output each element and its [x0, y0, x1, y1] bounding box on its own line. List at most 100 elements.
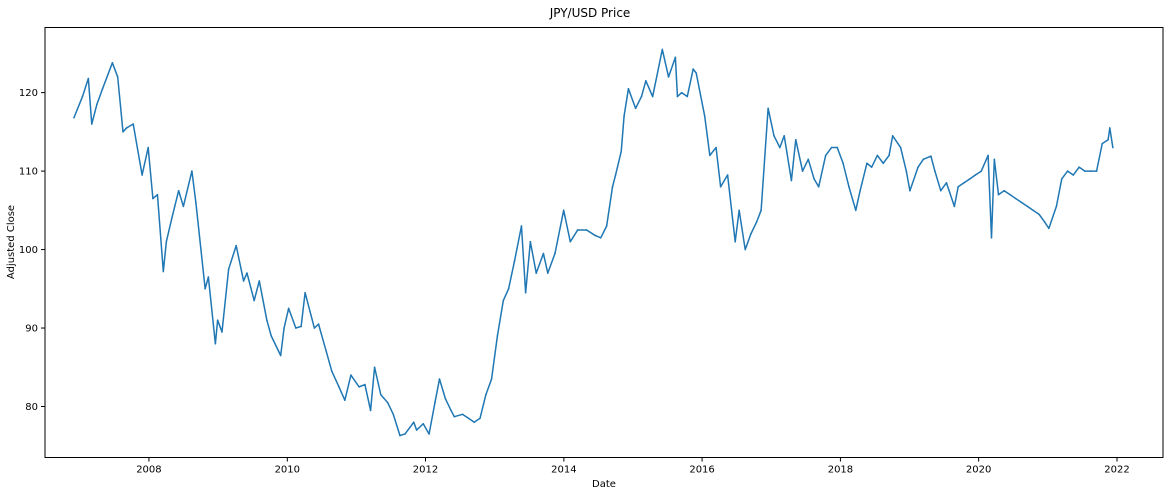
x-tick-label: 2020: [966, 465, 991, 476]
data-point: [279, 354, 282, 357]
data-point: [283, 327, 285, 329]
data-point: [870, 166, 873, 168]
data-point: [221, 331, 223, 333]
data-point: [760, 209, 762, 212]
data-point: [116, 76, 119, 78]
data-point: [216, 319, 219, 321]
data-point: [1038, 213, 1040, 216]
data-point: [162, 270, 165, 273]
data-point: [182, 205, 185, 208]
data-point: [790, 179, 793, 182]
data-point: [152, 197, 154, 200]
data-point: [96, 103, 98, 106]
data-point: [300, 325, 302, 328]
data-point: [1078, 166, 1080, 168]
data-point: [171, 217, 173, 219]
data-point: [891, 134, 894, 137]
data-point: [750, 233, 752, 235]
y-axis-label: Adjusted Close: [6, 205, 17, 279]
data-point: [1107, 138, 1109, 141]
data-point: [866, 162, 868, 165]
plot-area: [73, 48, 1114, 437]
data-point: [122, 131, 124, 133]
data-point: [270, 335, 273, 337]
data-point: [695, 72, 697, 74]
data-point: [1101, 142, 1104, 145]
data-point: [715, 146, 717, 149]
data-point: [227, 268, 230, 270]
data-point: [535, 272, 538, 274]
data-point: [719, 185, 722, 188]
data-point: [444, 397, 447, 400]
y-tick-label: 100: [19, 245, 38, 256]
data-point: [661, 48, 664, 51]
data-point: [473, 421, 476, 423]
data-point: [325, 350, 328, 353]
x-axis: 2008 2010 2012 2014 2016 2018 2020 2022: [136, 457, 1130, 476]
data-point: [304, 291, 306, 294]
data-point: [993, 158, 996, 161]
data-point: [1060, 178, 1063, 180]
data-point: [147, 146, 149, 149]
data-point: [502, 299, 505, 302]
data-point: [651, 95, 654, 98]
data-point: [422, 422, 425, 425]
series-line: [73, 48, 1114, 437]
data-point: [520, 225, 523, 227]
data-point: [1095, 170, 1098, 172]
data-point: [1032, 209, 1034, 212]
data-point: [909, 189, 911, 192]
data-point: [783, 134, 786, 137]
data-point: [634, 107, 637, 110]
data-point: [485, 393, 487, 396]
data-point: [744, 248, 747, 251]
data-point: [1014, 197, 1017, 200]
data-point: [709, 154, 711, 157]
data-point: [640, 95, 643, 98]
x-tick-label: 2008: [136, 465, 161, 476]
data-point: [1072, 174, 1075, 176]
y-tick-label: 80: [25, 402, 38, 413]
data-point: [125, 127, 128, 129]
x-tick-label: 2012: [413, 465, 438, 476]
data-point: [1112, 146, 1114, 149]
data-point: [204, 288, 206, 290]
data-point: [987, 154, 989, 157]
data-point: [980, 170, 983, 172]
data-point: [1003, 189, 1005, 192]
data-point: [246, 272, 248, 274]
data-point: [373, 366, 376, 369]
data-point: [101, 87, 104, 90]
data-point: [807, 158, 810, 161]
data-point: [957, 185, 959, 188]
data-point: [344, 399, 346, 402]
data-point: [235, 244, 237, 247]
data-point: [817, 185, 820, 188]
data-point: [287, 307, 290, 310]
data-point: [627, 87, 630, 90]
data-point: [258, 280, 261, 282]
data-point: [191, 170, 193, 172]
data-point: [888, 154, 890, 157]
data-point: [917, 166, 919, 168]
data-point: [380, 393, 382, 396]
data-point: [542, 252, 545, 255]
data-point: [836, 146, 839, 149]
data-point: [330, 370, 333, 372]
data-point: [842, 162, 844, 165]
data-point: [726, 174, 729, 176]
x-tick-label: 2014: [551, 465, 576, 476]
data-point: [111, 62, 114, 64]
data-point: [450, 409, 452, 412]
data-point: [859, 189, 861, 192]
data-point: [350, 374, 352, 376]
data-point: [779, 146, 781, 149]
data-point: [496, 335, 499, 337]
data-point: [576, 229, 579, 231]
data-point: [364, 383, 366, 386]
data-point: [620, 150, 623, 153]
data-point: [922, 158, 925, 161]
data-point: [386, 401, 389, 404]
data-point: [195, 201, 197, 204]
